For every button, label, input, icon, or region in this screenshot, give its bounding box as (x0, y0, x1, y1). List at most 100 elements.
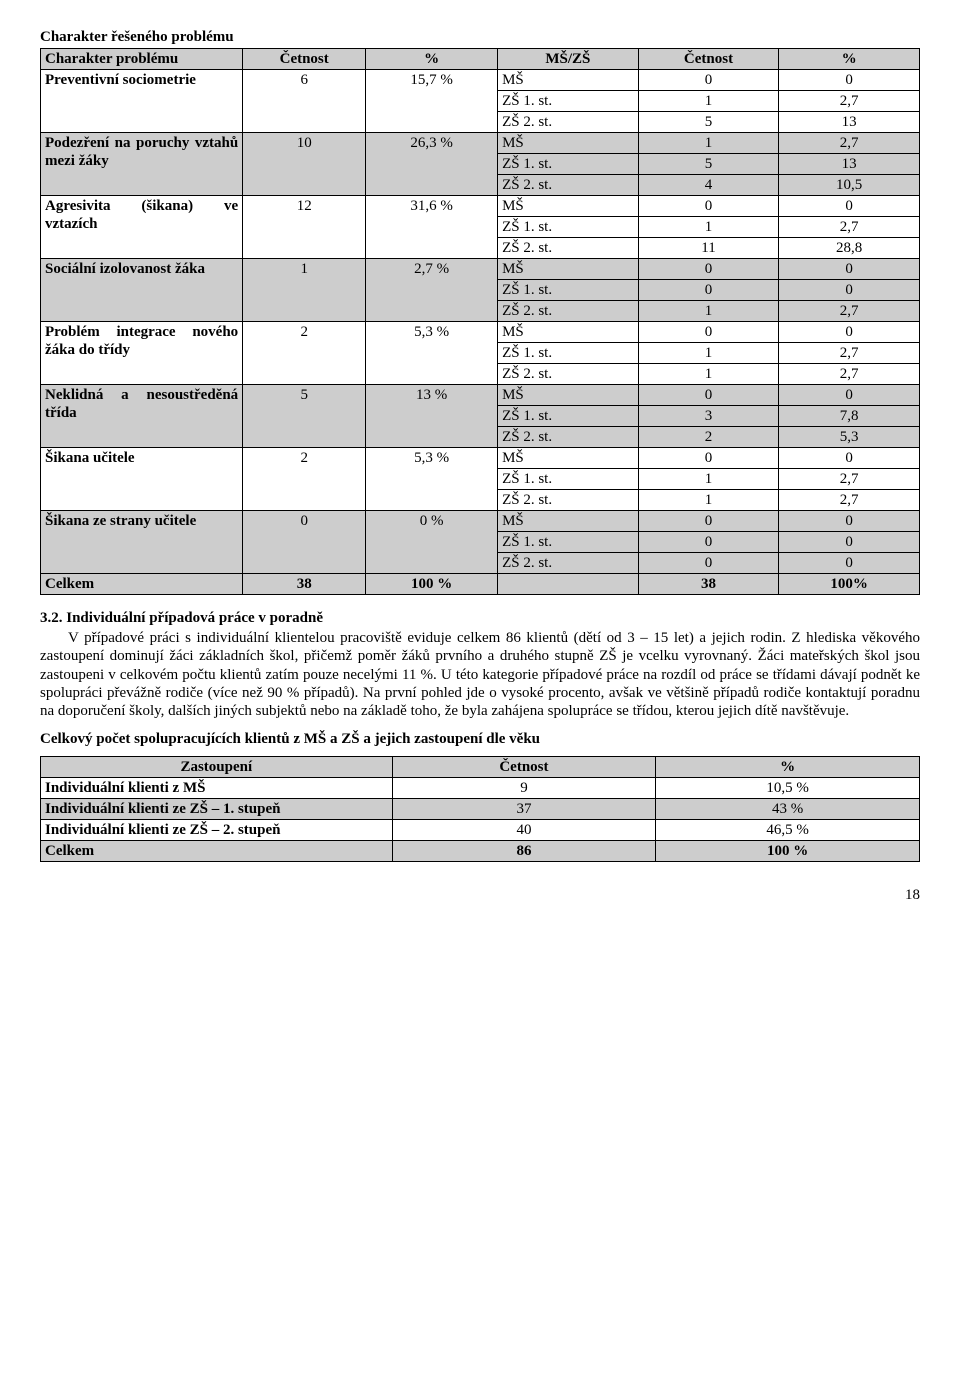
sub-pct: 7,8 (779, 406, 920, 427)
sub-pct: 0 (779, 322, 920, 343)
row-pct: 15,7 % (366, 70, 498, 133)
t2-row-cet: 9 (392, 778, 656, 799)
t2-col-pct: % (656, 757, 920, 778)
sub-key: ZŠ 1. st. (498, 469, 639, 490)
table-main: Charakter problémuČetnost%MŠ/ZŠČetnost%P… (40, 48, 920, 595)
sub-cetnost: 0 (638, 322, 779, 343)
col-pct2: % (779, 49, 920, 70)
sub-pct: 2,7 (779, 364, 920, 385)
t2-row-pct: 10,5 % (656, 778, 920, 799)
t2-total-pct: 100 % (656, 841, 920, 862)
sub-cetnost: 1 (638, 469, 779, 490)
sub-key: ZŠ 1. st. (498, 343, 639, 364)
col-cetnost: Četnost (243, 49, 366, 70)
sub-pct: 2,7 (779, 91, 920, 112)
sub-key: ZŠ 2. st. (498, 238, 639, 259)
sub-pct: 0 (779, 385, 920, 406)
sub-cetnost: 0 (638, 196, 779, 217)
row-cetnost: 12 (243, 196, 366, 259)
row-pct: 26,3 % (366, 133, 498, 196)
t2-row-cet: 40 (392, 820, 656, 841)
sub-cetnost: 1 (638, 133, 779, 154)
row-cetnost: 2 (243, 322, 366, 385)
sub-key: ZŠ 2. st. (498, 427, 639, 448)
total-label: Celkem (41, 574, 243, 595)
sub-cetnost: 11 (638, 238, 779, 259)
sub-pct: 0 (779, 259, 920, 280)
sub-pct: 2,7 (779, 490, 920, 511)
sub-key: MŠ (498, 511, 639, 532)
row-label: Neklidná a nesoustředěná třída (41, 385, 243, 448)
row-label: Podezření na poruchy vztahů mezi žáky (41, 133, 243, 196)
sub-cetnost: 0 (638, 553, 779, 574)
total-pct2: 100% (779, 574, 920, 595)
sub-cetnost: 1 (638, 364, 779, 385)
t2-col-cetnost: Četnost (392, 757, 656, 778)
section-heading: 3.2. Individuální případová práce v pora… (40, 609, 920, 627)
t2-row-label: Individuální klienti ze ZŠ – 1. stupeň (41, 799, 393, 820)
total-empty (498, 574, 639, 595)
sub-pct: 0 (779, 553, 920, 574)
sub-pct: 13 (779, 154, 920, 175)
t2-total-cet: 86 (392, 841, 656, 862)
sub-cetnost: 0 (638, 511, 779, 532)
row-label: Šikana ze strany učitele (41, 511, 243, 574)
sub-key: MŠ (498, 196, 639, 217)
table2-title: Celkový počet spolupracujících klientů z… (40, 730, 920, 748)
col-cetnost2: Četnost (638, 49, 779, 70)
sub-pct: 0 (779, 196, 920, 217)
t2-row-pct: 43 % (656, 799, 920, 820)
sub-key: ZŠ 2. st. (498, 112, 639, 133)
table-secondary: ZastoupeníČetnost% Individuální klienti z… (40, 756, 920, 862)
row-label: Sociální izolovanost žáka (41, 259, 243, 322)
row-cetnost: 2 (243, 448, 366, 511)
sub-pct: 2,7 (779, 469, 920, 490)
page-number: 18 (40, 886, 920, 904)
sub-key: ZŠ 1. st. (498, 406, 639, 427)
sub-cetnost: 1 (638, 301, 779, 322)
total-cet: 38 (243, 574, 366, 595)
sub-pct: 2,7 (779, 133, 920, 154)
row-label: Problém integrace nového žáka do třídy (41, 322, 243, 385)
sub-cetnost: 0 (638, 70, 779, 91)
sub-pct: 2,7 (779, 343, 920, 364)
sub-key: MŠ (498, 448, 639, 469)
sub-key: MŠ (498, 259, 639, 280)
sub-key: ZŠ 2. st. (498, 364, 639, 385)
row-pct: 2,7 % (366, 259, 498, 322)
sub-pct: 0 (779, 448, 920, 469)
sub-cetnost: 5 (638, 154, 779, 175)
sub-cetnost: 0 (638, 259, 779, 280)
row-label: Agresivita (šikana) ve vztazích (41, 196, 243, 259)
sub-key: MŠ (498, 385, 639, 406)
row-cetnost: 0 (243, 511, 366, 574)
sub-cetnost: 0 (638, 280, 779, 301)
sub-key: ZŠ 2. st. (498, 553, 639, 574)
row-cetnost: 10 (243, 133, 366, 196)
body-paragraph: V případové práci s individuální kliente… (40, 629, 920, 720)
col-charakter: Charakter problému (41, 49, 243, 70)
sub-cetnost: 1 (638, 490, 779, 511)
sub-key: MŠ (498, 70, 639, 91)
sub-key: MŠ (498, 133, 639, 154)
row-cetnost: 6 (243, 70, 366, 133)
sub-key: ZŠ 1. st. (498, 280, 639, 301)
sub-cetnost: 1 (638, 343, 779, 364)
sub-cetnost: 3 (638, 406, 779, 427)
t2-col-zastoupeni: Zastoupení (41, 757, 393, 778)
sub-key: ZŠ 2. st. (498, 175, 639, 196)
t2-row-label: Individuální klienti ze ZŠ – 2. stupeň (41, 820, 393, 841)
sub-cetnost: 2 (638, 427, 779, 448)
sub-key: ZŠ 1. st. (498, 91, 639, 112)
sub-pct: 0 (779, 280, 920, 301)
sub-key: MŠ (498, 322, 639, 343)
sub-cetnost: 0 (638, 385, 779, 406)
sub-pct: 0 (779, 532, 920, 553)
row-pct: 5,3 % (366, 322, 498, 385)
row-cetnost: 1 (243, 259, 366, 322)
sub-pct: 0 (779, 70, 920, 91)
sub-cetnost: 1 (638, 91, 779, 112)
sub-cetnost: 4 (638, 175, 779, 196)
t2-total-label: Celkem (41, 841, 393, 862)
sub-key: ZŠ 1. st. (498, 154, 639, 175)
